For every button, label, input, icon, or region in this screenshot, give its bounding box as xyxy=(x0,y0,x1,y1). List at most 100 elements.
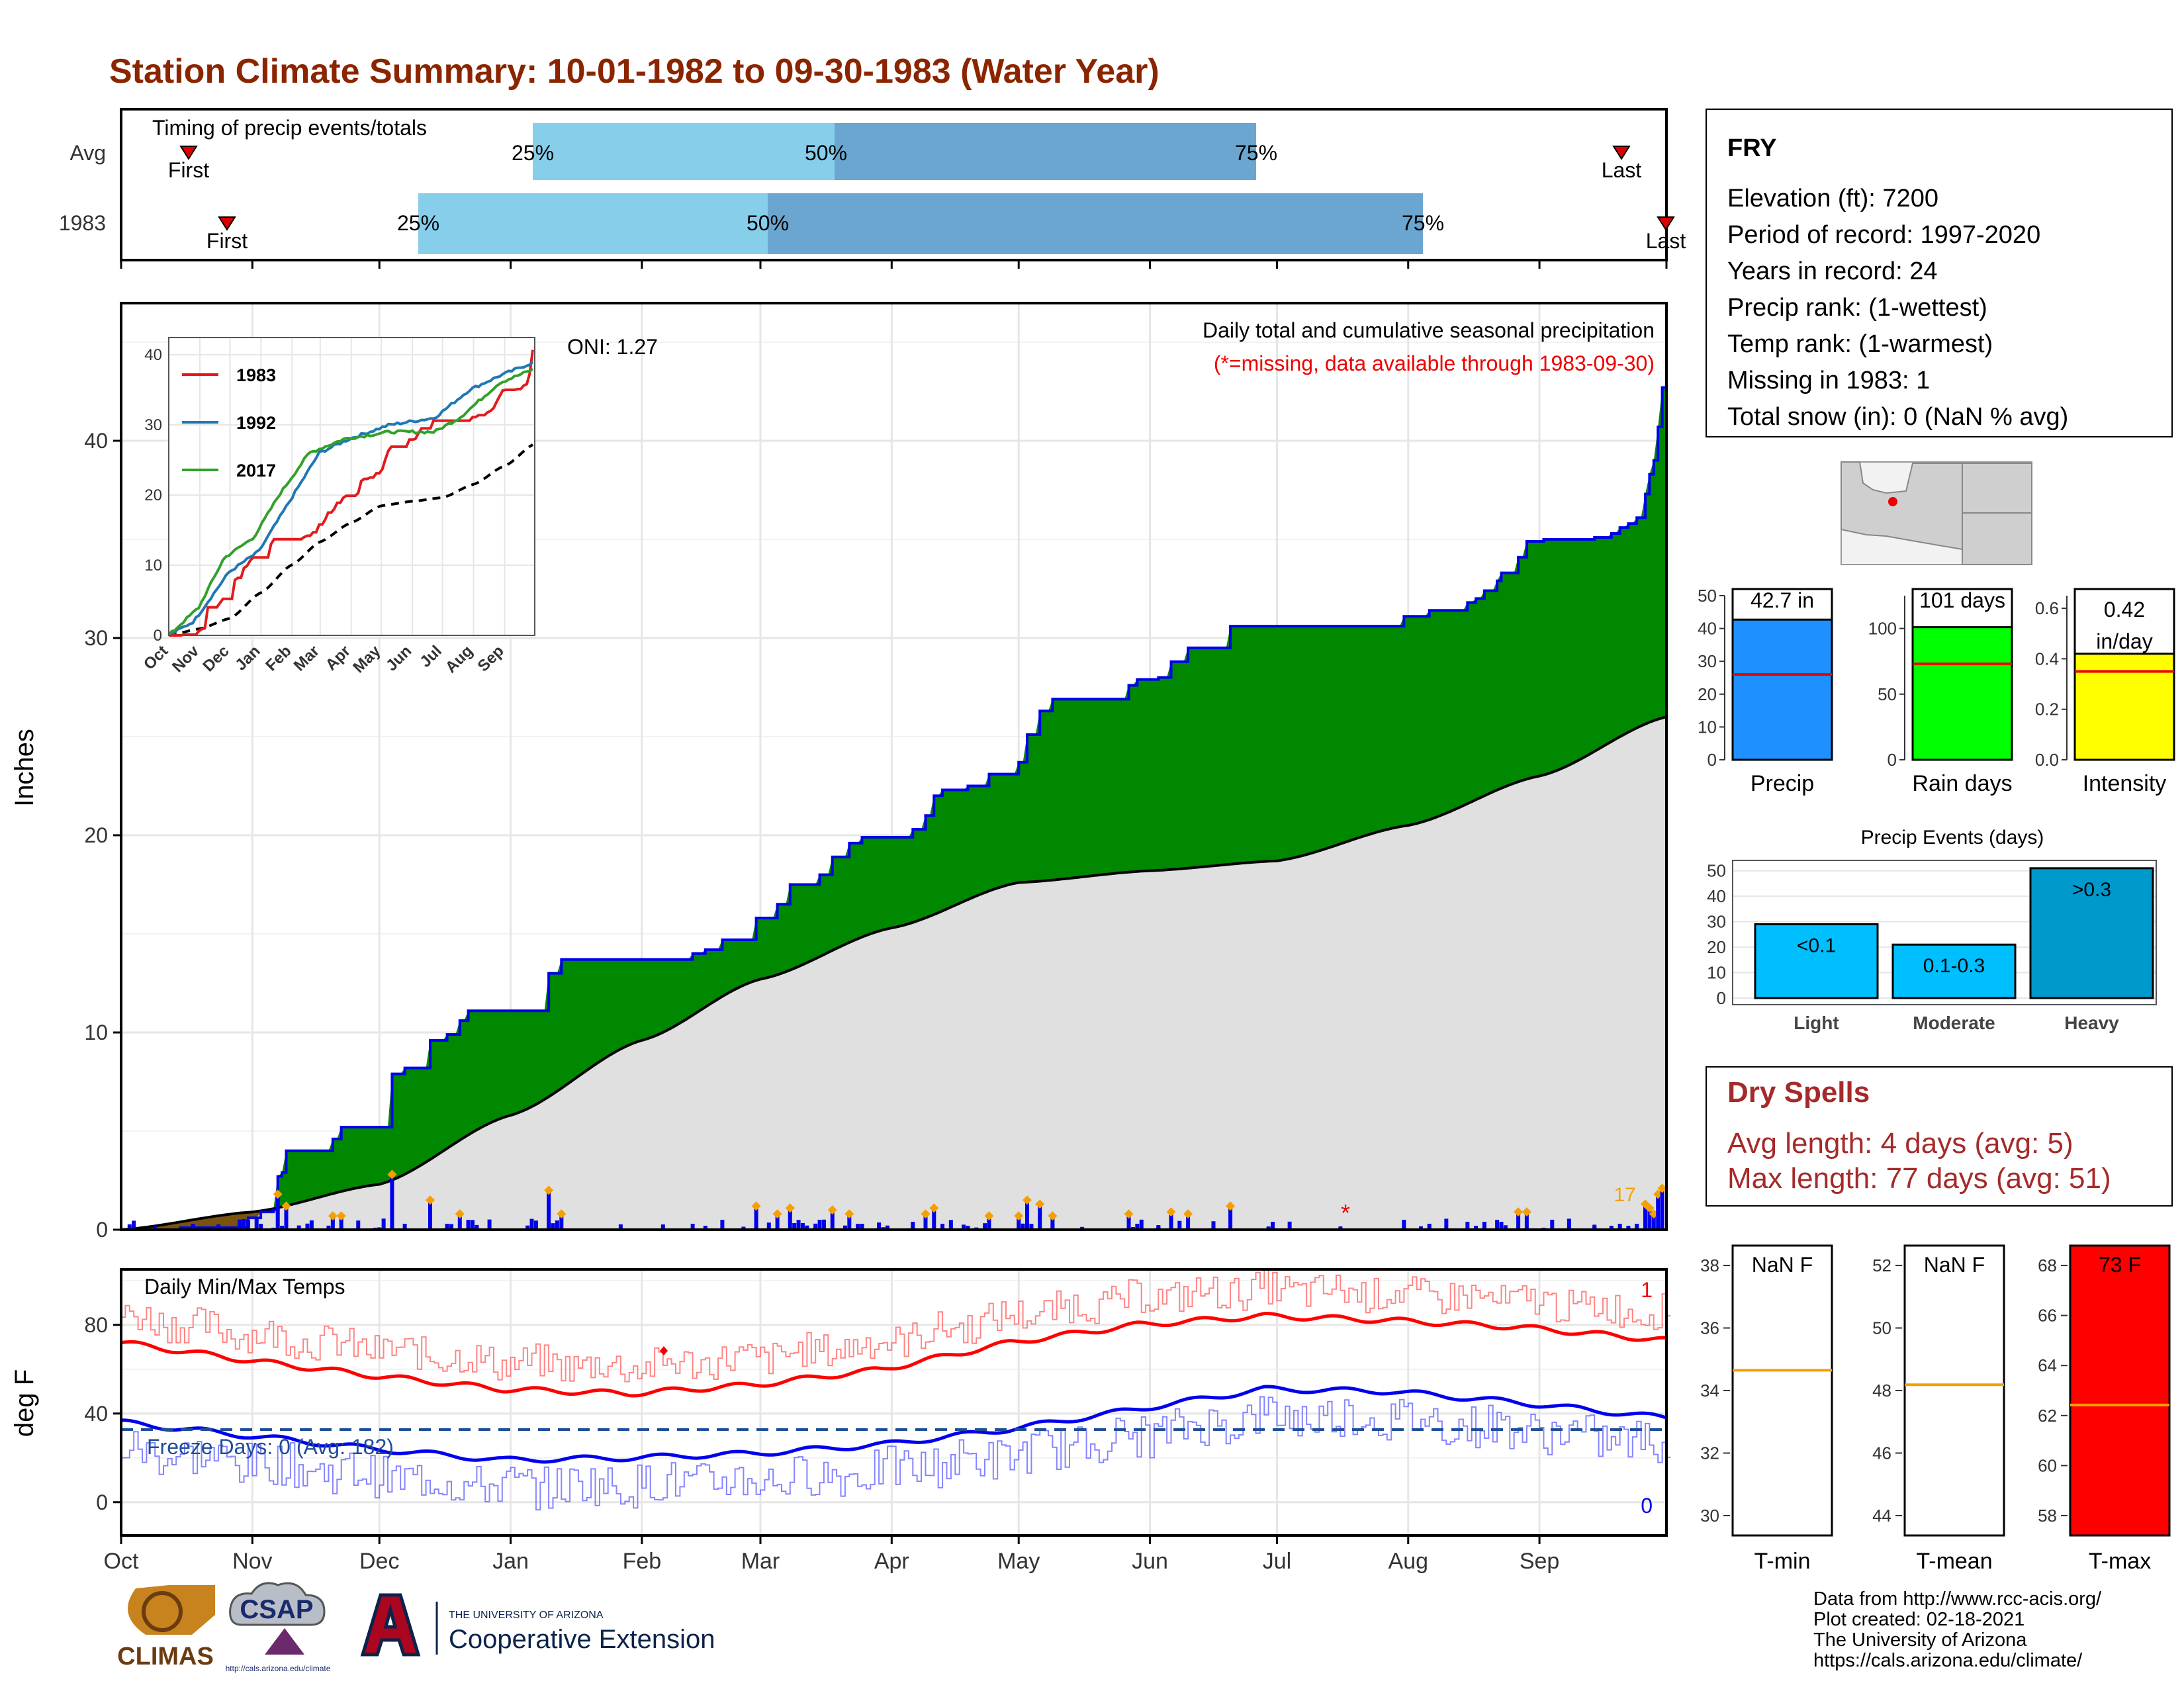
temp-bar-t-min: 30 32 34 36 38 NaN F T-min xyxy=(1700,1244,1833,1574)
daily-precip-bar xyxy=(547,1192,551,1230)
timing-panel: Timing of precip events/totals Avg 1983 … xyxy=(59,108,1686,269)
month-label: Jun xyxy=(1132,1549,1168,1574)
daily-precip-bar xyxy=(284,1208,289,1230)
summary-bar-value: 101 days xyxy=(1919,588,2005,612)
y-tick-label: 0 xyxy=(96,1490,108,1514)
record-max-marker xyxy=(660,1346,668,1355)
station-precip-rank: Precip rank: (1-wettest) xyxy=(1727,294,1987,322)
temp-frame xyxy=(120,1268,1668,1537)
daily-precip-bar xyxy=(1516,1214,1521,1230)
events-frame xyxy=(1732,860,2157,1005)
timing-1983-first: First xyxy=(206,229,248,253)
heavy-event-marker xyxy=(1226,1201,1236,1211)
daily-precip-bar xyxy=(940,1224,945,1230)
credits: Data from http://www.rcc-acis.org/ Plot … xyxy=(1813,1588,2102,1671)
temp-y-axis: 0 40 80 xyxy=(84,1313,121,1514)
daily-precip-bar xyxy=(1427,1224,1432,1230)
dry-spells-frame xyxy=(1706,1066,2173,1207)
daily-precip-bar xyxy=(1495,1220,1500,1230)
heavy-event-marker xyxy=(281,1201,291,1211)
temp-bar-value: 73 F xyxy=(2099,1253,2141,1277)
missing-marker: * xyxy=(1341,1199,1350,1226)
timing-1983-q25: 25% xyxy=(397,211,439,235)
summary-bar-label: Precip xyxy=(1751,771,1814,796)
daily-precip-bar xyxy=(1156,1225,1161,1230)
precip-y-axis: 0 10 20 30 40 xyxy=(84,429,121,1242)
tmin-avg-line xyxy=(120,1385,1667,1464)
heavy-event-marker xyxy=(844,1209,854,1219)
station-box-frame xyxy=(1706,109,2173,437)
summary-bar-fill xyxy=(2073,653,2175,761)
temp-bar-y-tick-label: 64 xyxy=(2038,1355,2057,1375)
events-bar-tag: >0.3 xyxy=(2072,879,2111,901)
y-tick-label: 0 xyxy=(96,1218,108,1242)
events-y-tick-label: 10 xyxy=(1707,963,1726,983)
oni-label: ONI: 1.27 xyxy=(567,335,658,359)
record-min-count: 0 xyxy=(1641,1494,1653,1518)
daily-precip-bar xyxy=(948,1220,953,1230)
daily-precip-bar xyxy=(525,1225,530,1230)
heavy-event-marker xyxy=(984,1211,994,1221)
daily-precip-bar xyxy=(720,1220,725,1230)
daily-precip-bar xyxy=(428,1202,432,1230)
events-y-tick-label: 0 xyxy=(1717,988,1726,1008)
daily-precip-bar xyxy=(1465,1222,1470,1230)
daily-precip-bar xyxy=(1617,1224,1622,1230)
daily-precip-bar xyxy=(792,1223,797,1230)
precip-events-chart: Precip Events (days) 0 10 20 30 40 50 <0.1 Lig… xyxy=(1707,827,2157,1033)
heavy-event-marker xyxy=(751,1201,761,1211)
temp-bar-y-tick-label: 46 xyxy=(1872,1443,1891,1463)
csap-mountain-icon xyxy=(265,1628,304,1655)
daily-precip-bar xyxy=(1482,1222,1486,1230)
timing-1983-first-marker xyxy=(218,216,236,231)
temp-bar-t-max: 58 60 62 64 66 68 73 F T-max xyxy=(2038,1244,2171,1574)
summary-bar-value: 0.42 xyxy=(2104,598,2145,621)
daily-precip-bar xyxy=(191,1224,195,1230)
temp-bar-y-tick-label: 36 xyxy=(1700,1318,1719,1338)
daily-precip-bar xyxy=(1660,1190,1664,1230)
heavy-event-marker xyxy=(1514,1207,1524,1217)
daily-precip-bar xyxy=(309,1220,314,1230)
daily-precip-bar xyxy=(847,1216,852,1230)
daily-precip-bar xyxy=(1338,1226,1343,1230)
daily-precip-bar xyxy=(962,1224,966,1230)
temp-bar-y-tick-label: 58 xyxy=(2038,1506,2057,1526)
precip-frame xyxy=(120,302,1668,1231)
station-info-box: FRY Elevation (ft): 7200 Period of recor… xyxy=(1706,109,2173,437)
precip-panel-subtitle: (*=missing, data available through 1983-… xyxy=(1214,351,1655,375)
daily-precip-bar xyxy=(1592,1224,1597,1230)
summary-y-tick-label: 0.0 xyxy=(2035,750,2059,770)
legend-label-1983: 1983 xyxy=(236,365,276,385)
tmax-daily-line xyxy=(121,1269,1671,1383)
station-temp-rank: Temp rank: (1-warmest) xyxy=(1727,330,1993,358)
y-tick-label: 40 xyxy=(84,1402,108,1426)
temp-bar-y-tick-label: 32 xyxy=(1700,1443,1719,1463)
daily-precip-bar xyxy=(1025,1202,1030,1230)
temp-ylabel: deg F xyxy=(10,1369,39,1437)
ua-block-a-icon xyxy=(360,1593,421,1657)
heavy-event-marker xyxy=(557,1209,567,1219)
timing-avg-q25-q50 xyxy=(533,123,835,180)
daily-precip-bar xyxy=(1017,1218,1021,1230)
inset-y-tick-label: 0 xyxy=(154,627,162,645)
daily-precip-bar xyxy=(470,1220,475,1230)
temp-bar-y-tick-label: 62 xyxy=(2038,1406,2057,1426)
temp-panel-label: Daily Min/Max Temps xyxy=(144,1275,345,1299)
daily-precip-bar xyxy=(966,1226,970,1230)
heavy-event-marker xyxy=(1522,1207,1531,1217)
daily-precip-bar xyxy=(246,1220,250,1230)
daily-precip-bar xyxy=(1228,1208,1233,1230)
station-name: FRY xyxy=(1727,134,1777,162)
csap-cloud-icon xyxy=(229,1582,326,1626)
daily-precip-bar xyxy=(402,1224,407,1230)
temp-bar-charts: 30 32 34 36 38 NaN F T-min 44 46 48 50 52 NaN F T-mea… xyxy=(1700,1244,2171,1574)
inset-line-2017 xyxy=(167,367,534,636)
daily-precip-bar xyxy=(1418,1226,1423,1230)
ua-extension-logo: THE UNIVERSITY OF ARIZONA Cooperative Ex… xyxy=(360,1593,715,1657)
daily-precip-bar xyxy=(1567,1218,1571,1230)
events-bar-label: Light xyxy=(1794,1013,1839,1033)
month-label: May xyxy=(997,1549,1040,1574)
summary-y-tick-label: 50 xyxy=(1698,586,1717,606)
daily-precip-bar xyxy=(860,1224,864,1230)
climas-logo-text: CLIMAS xyxy=(117,1643,214,1670)
